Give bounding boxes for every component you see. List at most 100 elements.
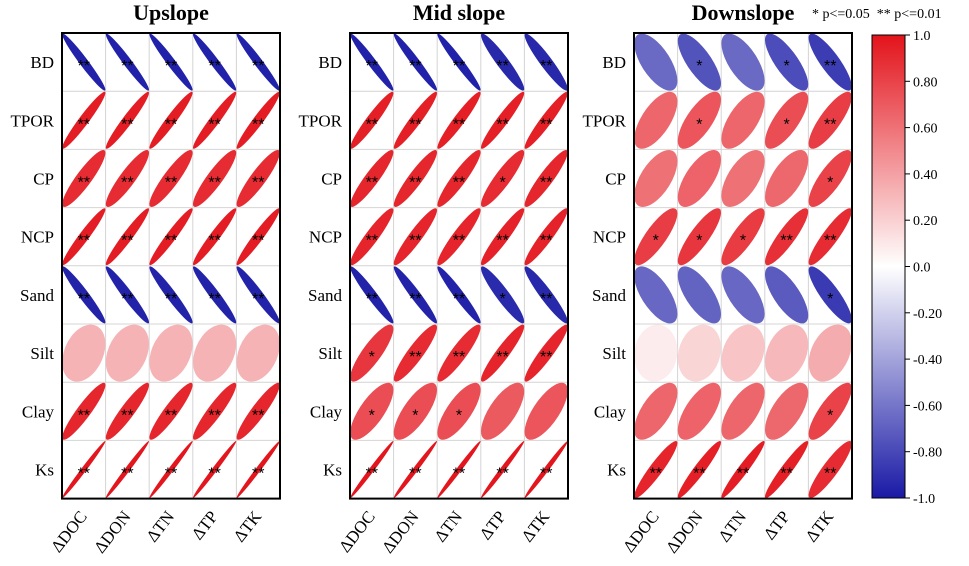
significance-mark: ** [78,233,90,250]
corr-ellipse-bd-1 [677,33,722,91]
corr-ellipse-clay-3 [764,382,809,440]
row-label: TPOR [583,111,627,130]
significance-mark: ** [252,116,264,133]
significance-mark: ** [208,466,220,483]
panel-frame [349,32,569,500]
significance-mark: ** [737,466,749,483]
col-label: ΔTK [230,507,266,546]
significance-mark: ** [252,58,264,75]
col-label: ΔDOC [335,507,379,556]
significance-mark: ** [540,58,552,75]
corr-ellipse-silt-1 [393,324,437,382]
corr-ellipse-cp-0 [62,149,106,208]
significance-mark: * [783,58,789,75]
significance-mark: * [499,291,505,308]
significance-mark: ** [409,291,421,308]
row-label: Sand [308,286,343,305]
corr-ellipse-ncp-0 [634,208,678,266]
significance-mark: ** [208,175,220,192]
corr-ellipse-silt-3 [193,324,237,382]
corr-ellipse-clay-1 [105,382,149,440]
corr-ellipse-ks-0 [62,440,106,499]
significance-mark: ** [453,349,465,366]
col-label: ΔDOC [47,507,91,556]
corr-ellipse-tpor-2 [721,91,765,149]
corr-ellipse-ks-2 [721,440,765,499]
corr-ellipse-bd-2 [149,33,193,91]
panel-upslope: Upslope ** ** ** ** ** ** ** ** ** ** ** ** ** ** ** ** *… [11,0,281,557]
significance-mark: ** [366,58,378,75]
row-label: Ks [35,461,54,480]
colorbar-gradient [871,34,906,499]
significance-mark: ** [78,407,90,424]
corr-ellipse-silt-2 [149,324,193,382]
row-label: BD [318,53,342,72]
significance-mark: * [696,233,702,250]
significance-mark: ** [165,175,177,192]
significance-mark: ** [540,116,552,133]
significance-mark: ** [252,466,264,483]
panel-title: Mid slope [413,0,506,25]
corr-ellipse-ks-4 [524,440,568,499]
corr-ellipse-cp-0 [634,149,678,208]
corr-ellipse-silt-4 [524,324,568,382]
corr-ellipse-clay-1 [393,382,437,440]
corr-ellipse-clay-0 [350,382,394,440]
corr-ellipse-ncp-4 [524,208,568,266]
significance-mark: * [696,58,702,75]
panel-mid-slope: Mid slope** ** ** ** **** ** ** ** **** ** ** * ****… [299,0,569,557]
corr-ellipse-tpor-3 [764,91,809,149]
significance-mark: ** [540,233,552,250]
colorbar-tick-label: 0.60 [913,122,938,137]
corr-ellipse-cp-3 [481,149,525,208]
corr-ellipse-cp-4 [808,149,852,208]
col-label: ΔTK [518,507,554,546]
significance-mark: ** [409,233,421,250]
corr-ellipse-ncp-0 [62,208,106,266]
corr-ellipse-sand-4 [524,266,568,324]
colorbar-tick-label: 1.0 [913,29,931,44]
corr-ellipse-tpor-4 [524,91,568,149]
corr-ellipse-sand-0 [62,266,106,324]
significance-mark: ** [496,233,508,250]
significance-mark: * [499,175,505,192]
corr-ellipse-cp-2 [149,149,193,208]
corr-ellipse-clay-1 [677,382,722,440]
row-label: BD [602,53,626,72]
significance-mark: ** [496,349,508,366]
corr-ellipse-ncp-2 [437,208,481,266]
significance-mark: ** [780,466,792,483]
significance-mark: ** [409,349,421,366]
significance-mark: ** [165,58,177,75]
significance-mark: ** [780,233,792,250]
corr-ellipse-silt-3 [481,324,525,382]
corr-ellipse-sand-3 [764,266,809,324]
row-label: NCP [309,228,342,247]
corr-ellipse-bd-4 [524,33,568,91]
significance-mark: ** [824,233,836,250]
significance-mark: ** [208,116,220,133]
corr-ellipse-clay-3 [481,382,525,440]
row-label: NCP [593,228,626,247]
corr-ellipse-ncp-3 [193,208,237,266]
colorbar-tick-label: -1.0 [913,492,935,507]
col-label: ΔTN [430,507,466,545]
corr-ellipse-silt-0 [350,324,394,382]
corr-ellipse-clay-4 [524,382,568,440]
row-label: Silt [602,344,626,363]
corr-ellipse-cp-1 [105,149,150,208]
significance-mark: * [827,175,833,192]
corr-ellipse-bd-0 [634,33,678,91]
significance-mark: ** [121,175,133,192]
panel-title: Upslope [133,0,209,25]
col-label: ΔDON [378,507,422,556]
corr-ellipse-cp-1 [393,149,437,208]
significance-mark: ** [453,58,465,75]
significance-mark: ** [650,466,662,483]
corr-ellipse-ks-0 [634,440,678,499]
row-label: BD [30,53,54,72]
significance-mark: ** [453,466,465,483]
corr-ellipse-sand-2 [149,266,193,324]
corr-ellipse-silt-0 [634,324,678,382]
